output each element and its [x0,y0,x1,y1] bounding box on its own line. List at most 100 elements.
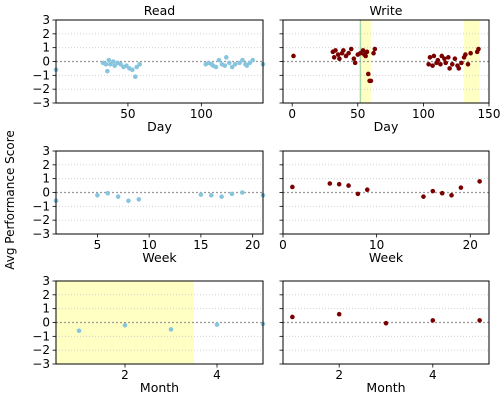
x-tick-label: 4 [429,368,437,382]
data-point [219,194,224,199]
y-tick-label: 3 [42,13,50,27]
data-point [107,58,112,63]
y-tick-label: 1 [42,302,50,316]
data-point [133,74,138,79]
x-tick-label: 2 [335,368,343,382]
data-point [104,62,109,67]
y-tick-label: −1 [32,199,50,213]
data-point [332,55,337,60]
data-point [227,61,232,66]
data-point [428,55,433,60]
data-point [463,52,468,57]
data-point [476,47,481,52]
x-axis-label: Month [140,380,179,395]
data-point [346,183,351,188]
data-point [95,193,100,198]
data-point [443,61,448,66]
x-axis-label: Day [147,119,172,134]
y-tick-label: 0 [42,316,50,330]
y-tick-label: 2 [42,27,50,41]
data-point [365,50,370,55]
data-point [199,192,204,197]
data-point [353,61,358,66]
data-point [137,62,142,67]
y-tick-label: −2 [32,213,50,227]
x-axis-label: Day [374,119,399,134]
data-point [363,54,368,59]
y-tick-label: 1 [42,41,50,55]
data-point [337,182,342,187]
y-tick-label: 1 [42,172,50,186]
data-point [459,61,464,66]
data-point [384,321,389,326]
data-point [215,322,220,327]
data-point [466,62,471,67]
data-point [169,327,174,332]
axes-frame [56,20,263,103]
data-point [111,59,116,64]
x-tick-label: 50 [120,107,135,121]
data-point [214,65,219,70]
data-point [436,58,441,63]
data-point [290,315,295,320]
data-point [477,318,482,323]
data-point [431,189,436,194]
x-tick-label: 0 [279,238,287,252]
data-point [365,187,370,192]
data-point [291,54,296,59]
data-point [468,51,473,56]
panel-title: Read [144,3,175,18]
data-point [426,62,431,67]
data-point [126,199,131,204]
data-point [240,58,245,63]
data-point [442,56,447,61]
y-tick-label: −1 [32,68,50,82]
x-tick-label: 0 [288,107,296,121]
data-point [453,56,458,61]
data-point [223,63,228,68]
data-point [346,51,351,56]
data-point [431,318,436,323]
y-axis-label: Avg Performance Score [3,130,17,270]
y-tick-label: −3 [32,96,50,110]
data-point [432,54,437,59]
data-point [233,62,238,67]
data-point [366,72,371,77]
data-point [137,197,142,202]
y-tick-label: 3 [42,144,50,158]
data-point [209,193,214,198]
data-point [105,69,110,74]
data-point [440,191,445,196]
panel-6: 2 4 Month [280,281,490,395]
data-point [217,58,222,63]
data-point [421,194,426,199]
data-point [116,194,121,199]
x-tick-label: 50 [350,107,365,121]
data-point [449,193,454,198]
data-point [361,48,366,53]
data-point [356,192,361,197]
y-tick-label: 0 [42,55,50,69]
x-axis-label: Month [366,380,405,395]
data-point [438,62,443,67]
data-point [341,48,346,53]
data-point [459,185,464,190]
data-point [446,55,451,60]
data-point [352,56,357,61]
y-tick-label: −1 [32,329,50,343]
data-point [77,329,82,334]
data-point [457,66,462,71]
data-point [336,52,341,57]
y-tick-label: 3 [42,274,50,288]
x-tick-label: 4 [213,368,221,382]
data-point [328,181,333,186]
data-point [333,48,338,53]
x-tick-label: 15 [193,238,208,252]
data-point [105,191,110,196]
data-point [130,68,135,73]
data-point [250,58,255,63]
y-tick-label: −2 [32,343,50,357]
